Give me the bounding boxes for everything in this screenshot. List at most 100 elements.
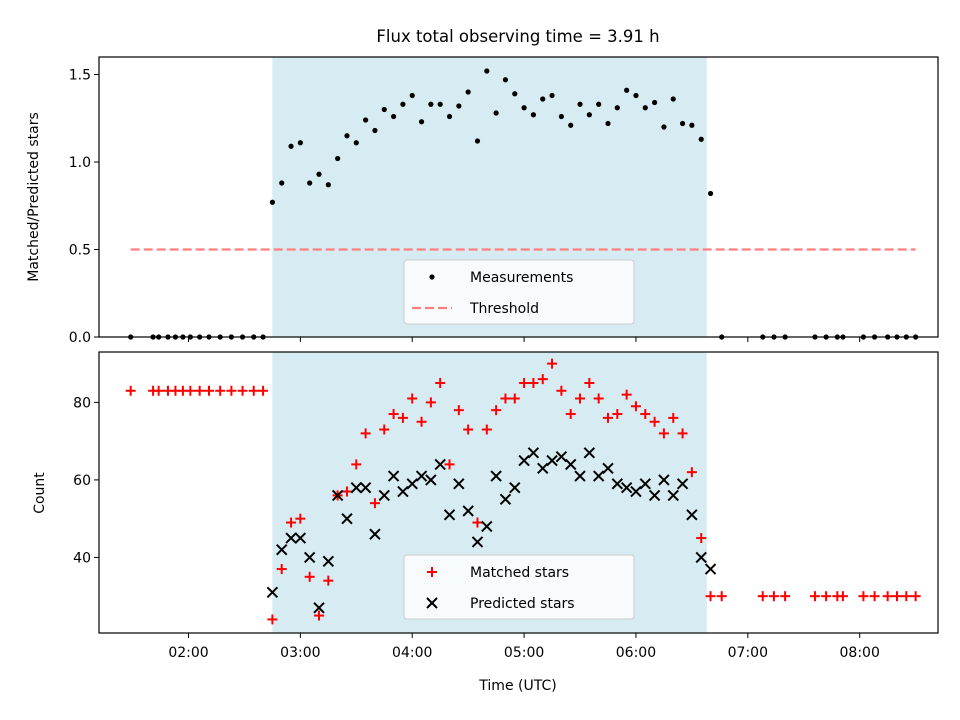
predicted-star-point [425, 474, 437, 486]
matched-star-point [882, 591, 893, 602]
y-tick-label: 0.5 [69, 243, 91, 259]
measurement-point [586, 112, 592, 118]
x-tick-label: 02:00 [168, 645, 208, 661]
predicted-star-point [341, 512, 353, 525]
axes-frame [98, 351, 939, 634]
measurement-point [493, 110, 499, 116]
measurement-point [279, 180, 285, 186]
x-b [369, 528, 381, 540]
predicted-star-point [564, 458, 577, 471]
measurement-point [269, 199, 275, 205]
y-tick-label: 40 [73, 550, 91, 566]
measurement-point [409, 92, 415, 99]
matched-star-point [125, 385, 136, 396]
x-b [667, 489, 679, 502]
measurement-point [530, 112, 537, 118]
matched-star-point [472, 517, 483, 528]
x-b [322, 555, 335, 568]
predicted-star-point [676, 478, 689, 490]
matched-star-point [780, 591, 791, 602]
axes-frame [98, 56, 939, 338]
predicted-star-point [630, 485, 642, 498]
matched-star-point [463, 424, 474, 435]
measurement-point [353, 140, 359, 146]
matched-star-point [612, 409, 623, 420]
x-b [276, 543, 288, 556]
measurement-point [521, 105, 527, 111]
x-b [695, 551, 707, 564]
x-tick-label: 06:00 [616, 645, 656, 661]
x-b [406, 478, 418, 490]
matched-star-point [500, 393, 511, 404]
matched-star-point [891, 591, 902, 602]
x-b [574, 470, 586, 482]
matched-star-point [481, 424, 492, 435]
measurement-point [549, 92, 555, 99]
x-b [359, 481, 372, 494]
legend: Matched stars Predicted stars [403, 554, 635, 620]
legend-label: Matched stars [470, 565, 569, 581]
predicted-star-point [658, 474, 670, 486]
predicted-star-point [285, 532, 297, 544]
matched-star-point [705, 591, 716, 602]
x-b [686, 509, 698, 521]
legend-label: Measurements [470, 270, 573, 286]
matched-star-point [416, 416, 427, 427]
predicted-star-point [303, 551, 316, 564]
predicted-star-point [555, 450, 568, 463]
matched-star-point [341, 486, 352, 497]
predicted-star-point [471, 536, 484, 548]
measurement-point [707, 190, 714, 197]
matched-star-point [809, 591, 820, 602]
matched-star-point [369, 498, 380, 509]
predicted-star-point [294, 532, 307, 544]
measurement-point [633, 92, 639, 99]
matched-star-point [677, 428, 688, 439]
bottom-panel: 40 60 80 02:00 03:00 04:00 05:00 06:00 07:00 08:0… [73, 351, 939, 661]
x-b [583, 447, 596, 459]
measurement-point [428, 101, 434, 107]
x-tick-label: 04:00 [392, 645, 432, 661]
measurement-point [605, 120, 611, 127]
matched-star-point [351, 459, 362, 470]
matched-star-point [360, 428, 371, 439]
x-b [630, 485, 642, 498]
predicted-star-point [313, 602, 325, 614]
x-b [518, 454, 530, 467]
measurement-point [437, 101, 443, 107]
matched-star-point [185, 385, 196, 396]
measurement-point [642, 105, 648, 111]
matched-star-point [267, 614, 278, 625]
matched-star-point [304, 571, 315, 582]
x-b [453, 478, 465, 490]
matched-star-point [295, 513, 306, 524]
matched-star-point [901, 591, 912, 602]
measurement-point [614, 105, 620, 111]
predicted-star-point [639, 478, 651, 490]
x-b [471, 536, 484, 548]
x-b [285, 532, 297, 544]
x-b [509, 481, 521, 494]
predicted-star-point [415, 470, 428, 482]
measurement-point [390, 113, 397, 120]
measurement-point [456, 103, 462, 109]
predicted-star-point [322, 555, 335, 568]
x-b [303, 551, 316, 564]
matched-star-point [837, 591, 848, 602]
x-b [426, 597, 438, 609]
matched-star-point [194, 385, 205, 396]
matched-star-point [519, 378, 530, 389]
x-b [434, 458, 446, 471]
measurement-point [679, 120, 686, 127]
measurement-point [446, 113, 453, 120]
measurement-point [689, 122, 695, 128]
matched-star-point [584, 378, 595, 389]
predicted-star-point [704, 563, 717, 575]
measurement-point [558, 113, 564, 120]
x-b [313, 602, 325, 614]
x-b [611, 478, 624, 490]
measurement-point [344, 133, 350, 139]
measurement-point [596, 101, 602, 107]
x-b [704, 563, 717, 575]
